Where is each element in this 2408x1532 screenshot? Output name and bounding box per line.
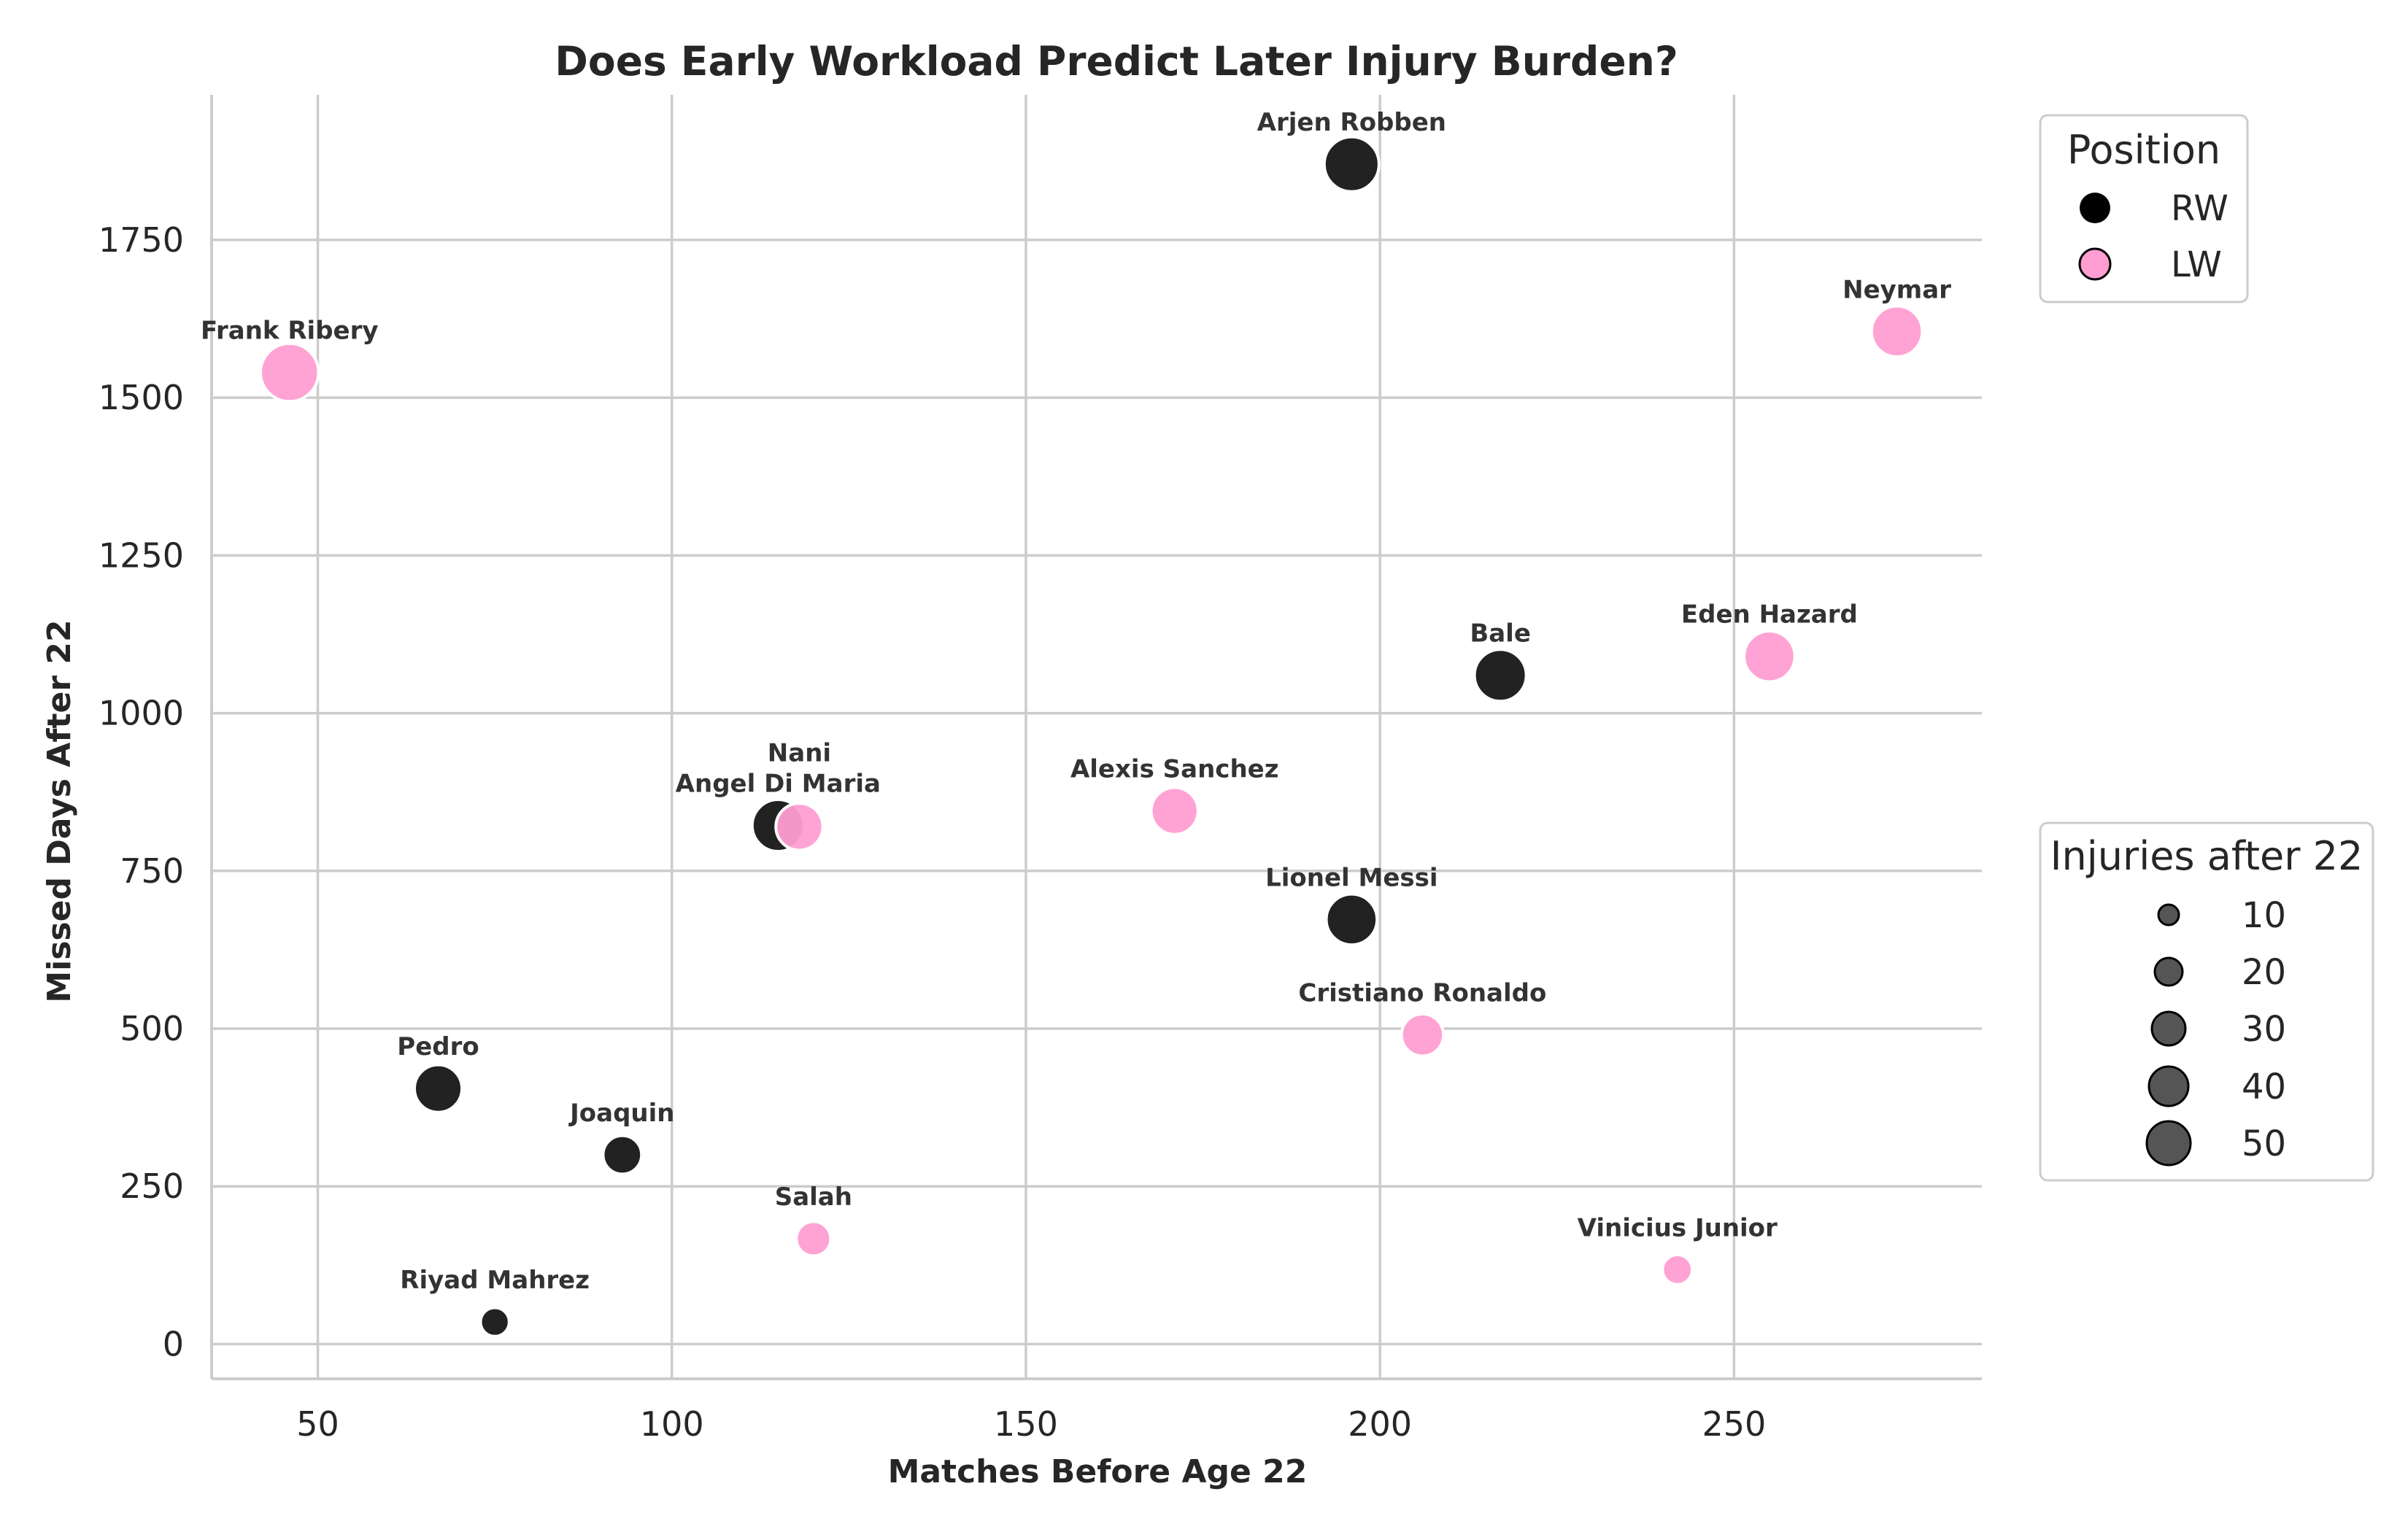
point-vinicius-junior xyxy=(1661,1253,1694,1286)
y-tick-label-250: 250 xyxy=(120,1167,184,1206)
y-tick-label-1750: 1750 xyxy=(99,220,184,260)
label-alexis-sanchez: Alexis Sanchez xyxy=(1070,755,1279,784)
label-eden-hazard: Eden Hazard xyxy=(1681,600,1858,630)
label-lionel-messi: Lionel Messi xyxy=(1265,863,1438,892)
chart-title: Does Early Workload Predict Later Injury… xyxy=(555,38,1678,85)
point-riyad-mahrez xyxy=(479,1306,511,1338)
label-bale: Bale xyxy=(1470,619,1531,649)
label-arjen-robben: Arjen Robben xyxy=(1257,108,1446,137)
position-legend: Position RW LW xyxy=(2039,114,2249,303)
legend-label-rw: RW xyxy=(2171,188,2228,229)
point-alexis-sanchez xyxy=(1149,786,1200,836)
point-labels: Arjen Robben Neymar Frank Ribery Bale Eden H… xyxy=(201,108,1951,1295)
tick-labels: 50 100 150 200 250 0 250 500 750 1000 1250 1500 1750 xyxy=(99,220,1766,1444)
size-legend-label-30: 30 xyxy=(2242,1009,2286,1050)
size-legend-label-10: 10 xyxy=(2242,895,2286,936)
point-cristiano-ronaldo xyxy=(1400,1012,1446,1058)
label-riyad-mahrez: Riyad Mahrez xyxy=(400,1266,590,1295)
point-neymar xyxy=(1869,304,1924,359)
label-salah: Salah xyxy=(775,1183,852,1212)
x-tick-label-250: 250 xyxy=(1702,1404,1766,1444)
y-tick-label-1500: 1500 xyxy=(99,378,184,417)
position-legend-title: Position xyxy=(2067,127,2220,173)
size-legend-label-50: 50 xyxy=(2242,1123,2286,1164)
x-tick-label-200: 200 xyxy=(1348,1404,1412,1444)
point-joaquin xyxy=(601,1134,644,1176)
point-pedro xyxy=(412,1063,464,1114)
legend-label-lw: LW xyxy=(2171,244,2222,285)
legend-marker-lw xyxy=(2078,247,2112,281)
size-legend-marker-50 xyxy=(2145,1120,2192,1167)
size-legend-title: Injuries after 22 xyxy=(2050,833,2363,879)
label-nani: Nani xyxy=(768,739,831,768)
point-bale xyxy=(1473,648,1528,703)
point-nani xyxy=(774,802,825,852)
label-frank-ribery: Frank Ribery xyxy=(201,317,379,346)
x-tick-label-150: 150 xyxy=(994,1404,1058,1444)
axes-spines xyxy=(210,95,1982,1380)
y-tick-label-1000: 1000 xyxy=(99,694,184,733)
label-cristiano-ronaldo: Cristiano Ronaldo xyxy=(1298,979,1546,1008)
size-legend-label-20: 20 xyxy=(2242,952,2286,993)
size-legend-label-40: 40 xyxy=(2242,1067,2286,1107)
y-tick-label-0: 0 xyxy=(163,1324,184,1363)
x-tick-label-100: 100 xyxy=(640,1404,704,1444)
data-points xyxy=(259,135,1924,1338)
y-tick-label-1250: 1250 xyxy=(99,535,184,575)
point-frank-ribery xyxy=(259,341,320,403)
point-arjen-robben xyxy=(1322,135,1381,193)
x-tick-label-50: 50 xyxy=(296,1404,339,1444)
label-pedro: Pedro xyxy=(397,1032,479,1061)
label-joaquin: Joaquin xyxy=(568,1099,674,1128)
y-tick-label-750: 750 xyxy=(120,851,184,891)
point-eden-hazard xyxy=(1743,629,1797,684)
label-angel-di-maria: Angel Di Maria xyxy=(676,770,881,799)
grid xyxy=(212,95,1982,1379)
x-axis-label: Matches Before Age 22 xyxy=(888,1453,1308,1490)
point-lionel-messi xyxy=(1324,892,1379,947)
y-tick-label-500: 500 xyxy=(120,1009,184,1048)
size-legend-marker-30 xyxy=(2150,1010,2187,1047)
size-legend-marker-40 xyxy=(2147,1065,2190,1107)
label-neymar: Neymar xyxy=(1842,275,1951,304)
size-legend-marker-10 xyxy=(2157,903,2180,926)
y-axis-label: Missed Days After 22 xyxy=(41,619,78,1002)
size-legend-frame xyxy=(2039,821,2374,1182)
label-vinicius-junior: Vinicius Junior xyxy=(1578,1213,1778,1242)
legend-marker-rw xyxy=(2080,193,2110,223)
point-salah xyxy=(795,1220,833,1258)
size-legend-marker-20 xyxy=(2153,956,2184,987)
size-legend: Injuries after 22 10 20 30 40 50 xyxy=(2039,821,2374,1182)
